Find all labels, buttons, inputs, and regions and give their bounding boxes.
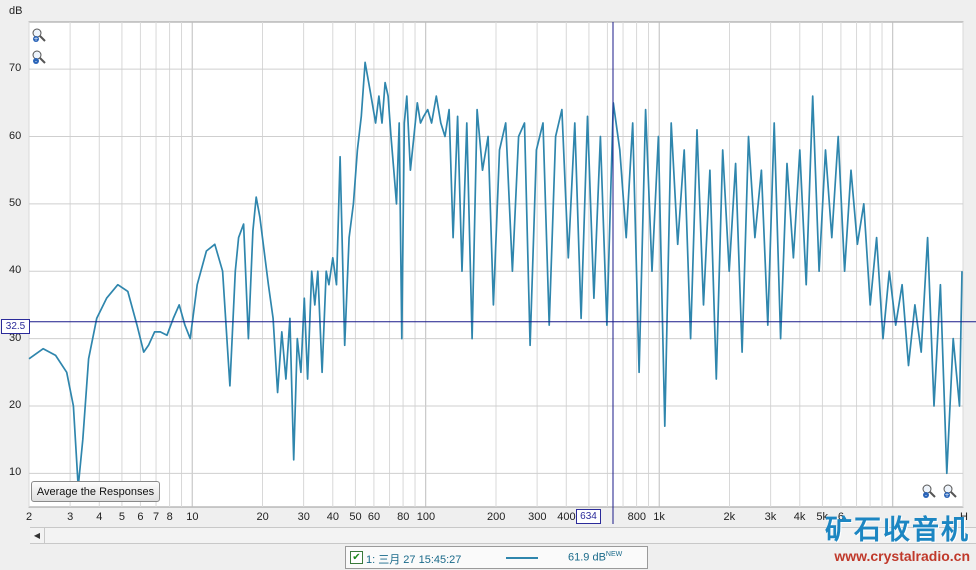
x-tick-label: 5k	[816, 511, 829, 523]
zoom-in-icon[interactable]: +	[32, 28, 46, 42]
x-tick-label: 100	[416, 511, 436, 523]
x-tick-label: 40	[326, 511, 340, 523]
cursor-y-readout: 32.5	[1, 319, 30, 334]
grid-lines	[28, 22, 964, 507]
y-tick-label: 10	[9, 466, 22, 479]
horizontal-scrollbar[interactable]: ◀	[30, 527, 976, 544]
checkbox-icon[interactable]: ✔	[350, 551, 363, 564]
x-tick-label: 20	[256, 511, 269, 523]
legend-value-text: 61.9 dB	[568, 551, 606, 564]
average-responses-button[interactable]: Average the Responses	[31, 481, 160, 502]
x-tick-label: H	[960, 511, 968, 523]
x-tick-label: 2k	[723, 511, 736, 523]
x-tick-label: 1k	[653, 511, 665, 523]
y-tick-label: 30	[9, 331, 22, 344]
x-tick-label: 4	[96, 511, 103, 523]
x-tick-label: 4k	[793, 511, 806, 523]
cursor-x-readout: 634	[576, 509, 601, 524]
svg-text:+: +	[944, 492, 949, 498]
y-tick-label: 50	[9, 196, 22, 209]
zoom-out-icon[interactable]: -	[922, 484, 936, 498]
legend-new-badge: NEW	[605, 551, 623, 558]
zoom-out-icon[interactable]: -	[32, 50, 46, 64]
x-tick-label: 50	[349, 511, 362, 523]
x-tick-label: 5	[118, 511, 126, 523]
watermark-url: www.crystalradio.cn	[834, 548, 970, 564]
y-axis-unit: dB	[9, 5, 23, 17]
svg-text:-: -	[35, 58, 37, 64]
svg-text:+: +	[33, 36, 38, 42]
x-tick-label: 8	[166, 511, 173, 523]
x-tick-label: 60	[367, 511, 381, 523]
watermark-title: 矿石收音机	[825, 515, 970, 545]
x-tick-label: 400	[557, 511, 576, 523]
x-tick-label: 2	[26, 511, 33, 523]
x-tick-label: 300	[528, 511, 547, 523]
x-tick-label: 3k	[764, 511, 777, 523]
x-tick-label: 200	[487, 511, 506, 523]
zoom-in-icon[interactable]: +	[943, 484, 957, 498]
y-tick-label: 70	[9, 62, 22, 75]
watermark-logo: 矿石收音机 www.crystalradio.cn	[808, 508, 976, 570]
response-chart[interactable]	[0, 0, 976, 526]
legend-series-label: 1: 三月 27 15:45:27	[366, 554, 462, 566]
x-tick-label: 6	[137, 511, 144, 523]
x-tick-label: 3	[67, 511, 74, 523]
y-tick-label: 20	[9, 398, 22, 411]
scroll-left-icon[interactable]: ◀	[30, 528, 45, 543]
y-tick-label: 60	[9, 129, 22, 142]
x-tick-label: 30	[297, 511, 310, 523]
y-tick-label: 40	[9, 264, 22, 277]
x-tick-label: 80	[397, 511, 410, 523]
x-tick-label: 6	[837, 511, 845, 523]
legend-value: 61.9 dBNEW	[568, 551, 622, 564]
legend: ✔ 1: 三月 27 15:45:27 61.9 dBNEW	[345, 546, 648, 569]
x-tick-label: 7	[153, 511, 160, 523]
x-tick-label: 800	[627, 511, 646, 523]
series-line-1	[28, 61, 963, 488]
x-tick-label: 10	[186, 511, 199, 523]
svg-text:-: -	[925, 492, 927, 498]
legend-swatch	[506, 557, 538, 559]
